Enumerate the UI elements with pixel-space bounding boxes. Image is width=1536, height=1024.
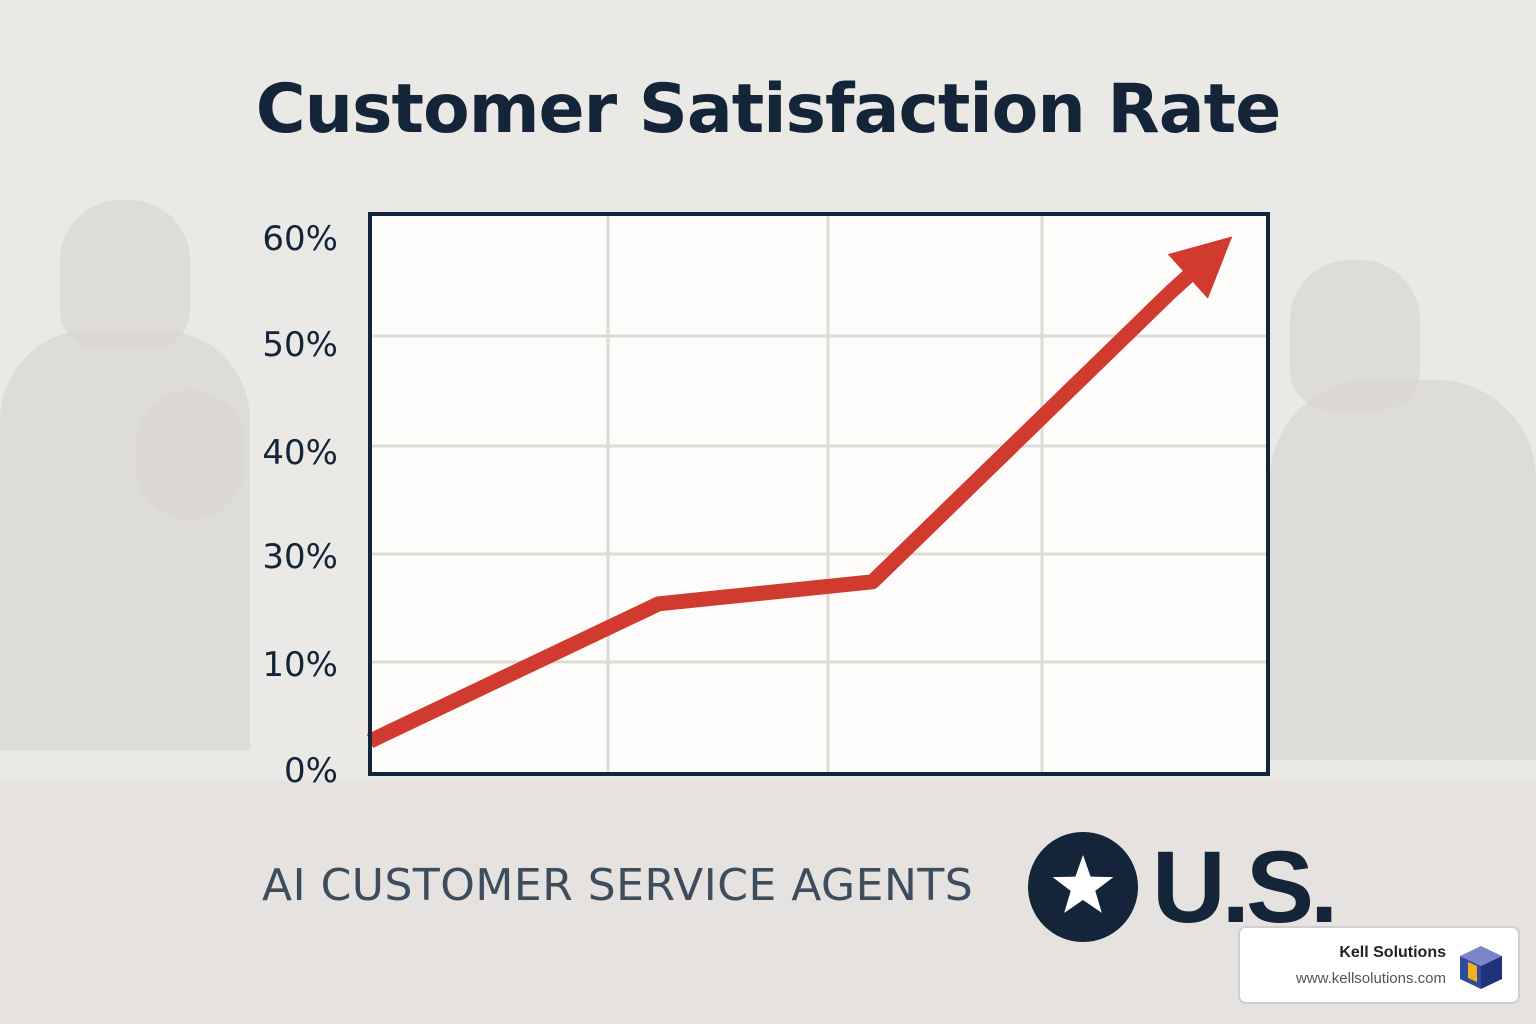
chart-title: Customer Satisfaction Rate — [255, 70, 1282, 149]
background-silhouette-right-body — [1270, 380, 1536, 760]
cube-logo-icon — [1460, 946, 1502, 989]
y-tick-label: 0% — [284, 751, 338, 791]
y-tick-label: 40% — [262, 433, 338, 473]
plot-frame — [368, 212, 1270, 776]
y-tick-label: 10% — [262, 645, 338, 685]
y-tick-label: 30% — [262, 537, 338, 577]
background-silhouette-left-head — [60, 200, 190, 350]
y-tick-label: 50% — [262, 325, 338, 365]
y-axis-ticks: 60% 50% 40% 30% 10% 0% — [262, 219, 338, 791]
watermark-name: Kell Solutions — [1339, 944, 1446, 961]
data-series — [366, 236, 1233, 748]
plot-area — [370, 214, 1268, 774]
footer-tagline: AI CUSTOMER SERVICE AGENTS — [262, 860, 974, 911]
star-icon — [1052, 855, 1114, 913]
background-silhouette-center-head — [135, 390, 245, 520]
us-mark: U.S. — [1152, 830, 1338, 944]
star-badge — [1028, 832, 1138, 942]
watermark-url: www.kellsolutions.com — [1295, 970, 1446, 987]
y-tick-label: 60% — [262, 219, 338, 259]
line-chart: 60% 50% 40% 30% 10% 0% — [262, 212, 1270, 791]
watermark-card[interactable]: Kell Solutions www.kellsolutions.com — [1238, 926, 1520, 1004]
series-line — [366, 236, 1233, 748]
